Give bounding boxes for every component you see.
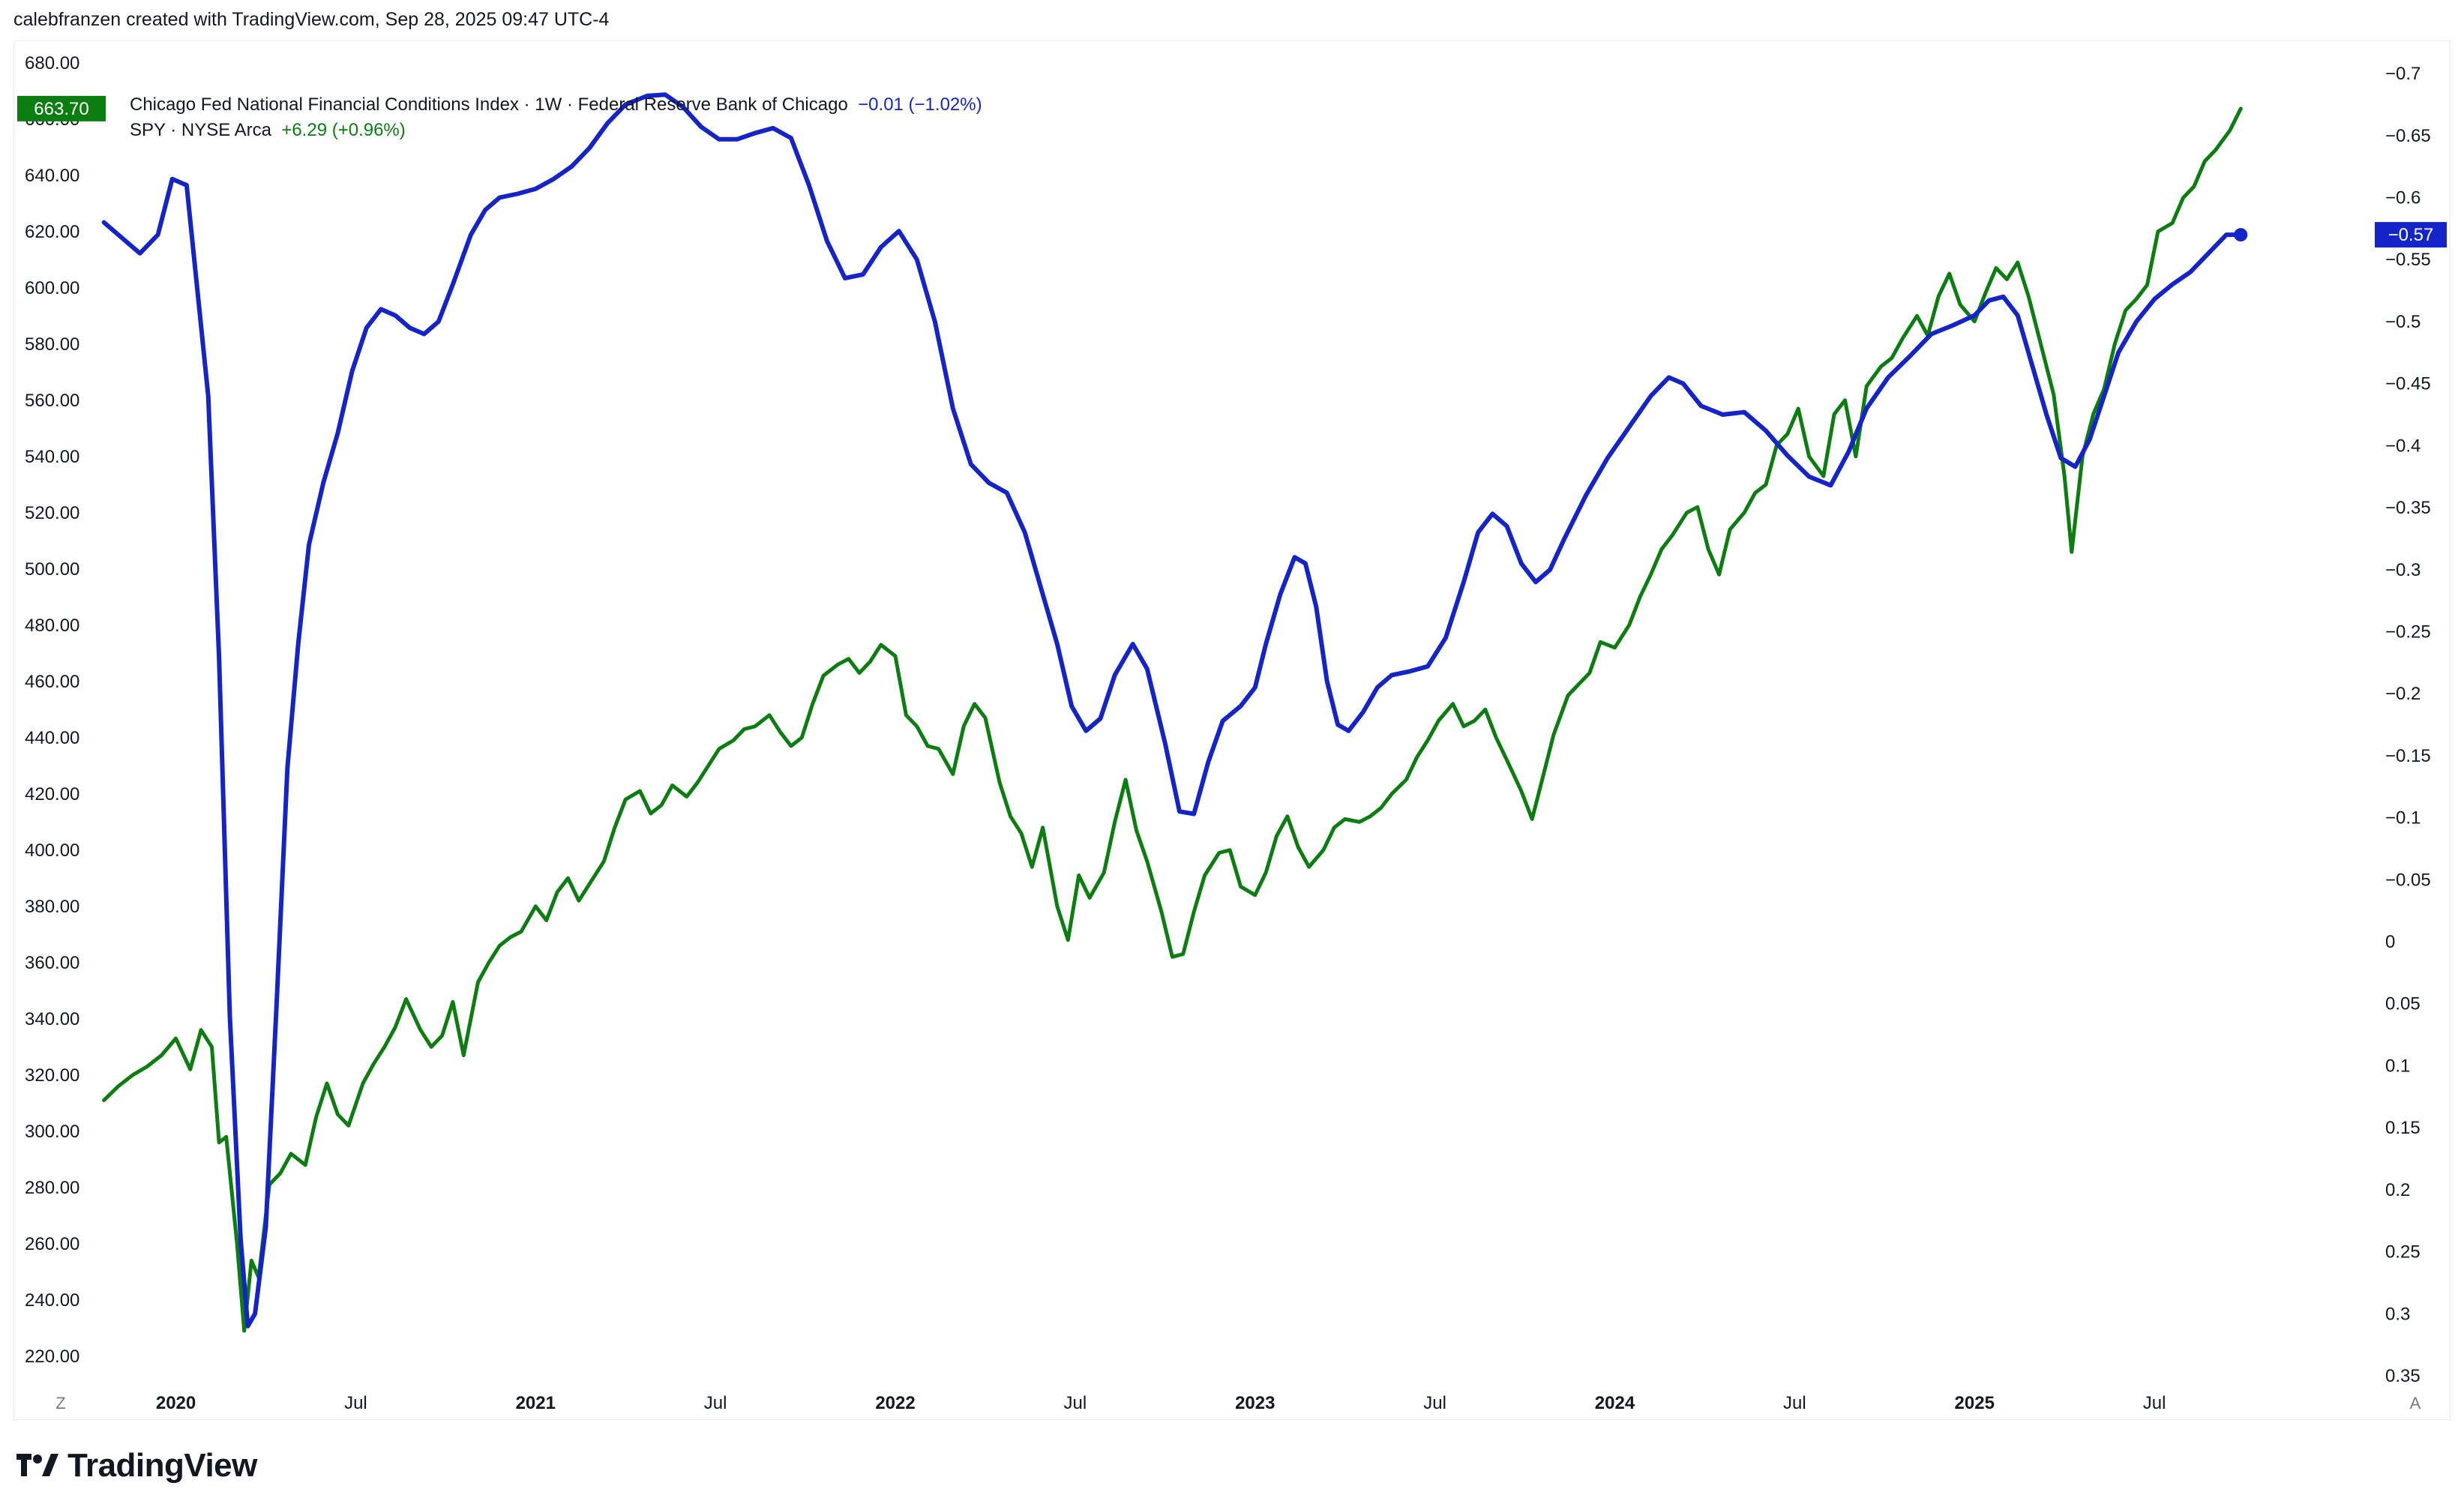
right-axis-tick-label: −0.35: [2385, 498, 2431, 518]
left-axis-tick-label: 580.00: [25, 334, 79, 355]
time-axis-tick-label: 2023: [1235, 1393, 1275, 1413]
left-price-axis[interactable]: 220.00 240.00 260.00 280.00 300.00 320.00 340.…: [25, 53, 79, 1367]
right-axis-tick-label: 0.35: [2385, 1366, 2421, 1386]
right-axis-tick-label: −0.55: [2385, 250, 2431, 270]
last-value-badges: 663.70 −0.57: [17, 95, 2447, 248]
right-axis-tick-label: −0.65: [2385, 126, 2431, 146]
left-axis-tick-label: 440.00: [25, 728, 79, 748]
right-axis-tick-label: 0.3: [2385, 1304, 2410, 1324]
ffci-last-value-text: −0.57: [2388, 225, 2434, 245]
left-axis-tick-label: 560.00: [25, 391, 79, 411]
left-axis-tick-label: 640.00: [25, 166, 79, 186]
left-axis-tick-label: 620.00: [25, 222, 79, 242]
auto-scale-right-button[interactable]: A: [2410, 1394, 2421, 1413]
chart-canvas[interactable]: 220.00 240.00 260.00 280.00 300.00 320.00 340.…: [14, 41, 2451, 1421]
left-axis-tick-label: 320.00: [25, 1065, 79, 1086]
time-axis-tick-label: 2025: [1955, 1393, 1995, 1413]
time-axis-tick-label: Jul: [704, 1393, 727, 1413]
tradingview-logo[interactable]: TradingView: [16, 1446, 257, 1486]
ffci-legend-label: Chicago Fed National Financial Condition…: [130, 94, 848, 115]
ffci-legend-change: −0.01 (−1.02%): [858, 94, 982, 115]
left-axis-tick-label: 300.00: [25, 1122, 79, 1142]
time-axis-tick-label: 2022: [875, 1393, 915, 1413]
right-axis-tick-label: 0.05: [2385, 994, 2421, 1014]
spy-series-line[interactable]: [102, 106, 2243, 1333]
right-axis-tick-label: −0.25: [2385, 622, 2431, 642]
right-axis-tick-label: −0.5: [2385, 312, 2421, 332]
time-axis-tick-label: Jul: [344, 1393, 367, 1413]
right-axis-tick-label: 0.1: [2385, 1056, 2410, 1076]
spy-legend-label: SPY · NYSE Arca: [130, 120, 271, 140]
right-axis-tick-label: −0.1: [2385, 808, 2421, 828]
right-axis-tick-label: 0: [2385, 932, 2395, 952]
left-axis-tick-label: 540.00: [25, 447, 79, 467]
right-axis-tick-label: 0.25: [2385, 1242, 2421, 1263]
left-axis-tick-label: 360.00: [25, 953, 79, 973]
right-axis-tick-label: −0.6: [2385, 188, 2421, 208]
right-axis-tick-label: 0.2: [2385, 1180, 2410, 1200]
chart-attribution: calebfranzen created with TradingView.co…: [13, 9, 610, 30]
legend-row-ffci[interactable]: Chicago Fed National Financial Condition…: [130, 92, 982, 118]
spy-legend-change: +6.29 (+0.96%): [281, 120, 406, 140]
left-axis-tick-label: 400.00: [25, 840, 79, 861]
left-axis-tick-label: 680.00: [25, 53, 79, 73]
left-axis-tick-label: 340.00: [25, 1009, 79, 1029]
time-axis-tick-label: 2021: [516, 1393, 556, 1413]
left-axis-tick-label: 500.00: [25, 559, 79, 580]
left-axis-tick-label: 220.00: [25, 1347, 79, 1367]
chart-pane[interactable]: 220.00 240.00 260.00 280.00 300.00 320.00 340.…: [13, 40, 2451, 1420]
time-axis-tick-label: 2024: [1595, 1393, 1635, 1413]
tradingview-logo-text: TradingView: [67, 1447, 257, 1484]
left-axis-tick-label: 380.00: [25, 897, 79, 917]
right-axis-tick-label: −0.45: [2385, 374, 2431, 394]
left-axis-tick-label: 420.00: [25, 784, 79, 804]
right-axis-tick-label: −0.7: [2385, 64, 2421, 84]
right-axis-tick-label: −0.3: [2385, 560, 2421, 580]
ffci-series-line[interactable]: [101, 92, 2244, 1329]
auto-scale-left-button[interactable]: Z: [55, 1394, 65, 1413]
ffci-last-value-badge: [2375, 222, 2447, 248]
left-axis-tick-label: 260.00: [25, 1234, 79, 1254]
legend-row-spy[interactable]: SPY · NYSE Arca +6.29 (+0.96%): [130, 118, 982, 143]
right-price-axis[interactable]: −0.7 −0.65 −0.6 −0.55 −0.5 −0.45 −0.4 −0.35 −0.3…: [2385, 64, 2431, 1386]
left-axis-tick-label: 600.00: [25, 278, 79, 298]
left-axis-tick-label: 520.00: [25, 503, 79, 523]
right-axis-tick-label: −0.05: [2385, 870, 2431, 890]
right-axis-tick-label: 0.15: [2385, 1118, 2421, 1138]
time-axis-tick-label: Jul: [1783, 1393, 1806, 1413]
right-axis-tick-label: −0.4: [2385, 436, 2421, 456]
right-axis-tick-label: −0.15: [2385, 746, 2431, 766]
time-axis-tick-label: Jul: [1064, 1393, 1087, 1413]
series-layer: [101, 92, 2248, 1333]
chart-legend: Chicago Fed National Financial Condition…: [130, 92, 982, 143]
left-axis-tick-label: 460.00: [25, 672, 79, 692]
spy-last-value-text: 663.70: [34, 99, 88, 119]
right-axis-tick-label: −0.2: [2385, 684, 2421, 704]
spy-last-value-badge: [17, 95, 106, 121]
time-axis-tick-label: 2020: [156, 1393, 196, 1413]
time-axis-tick-label: Jul: [1423, 1393, 1446, 1413]
tradingview-logo-icon: [16, 1446, 58, 1486]
left-axis-tick-label: 280.00: [25, 1178, 79, 1198]
time-axis-tick-label: Jul: [2143, 1393, 2166, 1413]
left-axis-tick-label: 480.00: [25, 616, 79, 636]
left-axis-tick-label: 240.00: [25, 1290, 79, 1311]
ffci-last-point: [2234, 228, 2248, 242]
time-axis[interactable]: 2020 Jul 2021 Jul 2022 Jul 2023 Jul 2024 Jul 2025 J…: [156, 1393, 2166, 1413]
